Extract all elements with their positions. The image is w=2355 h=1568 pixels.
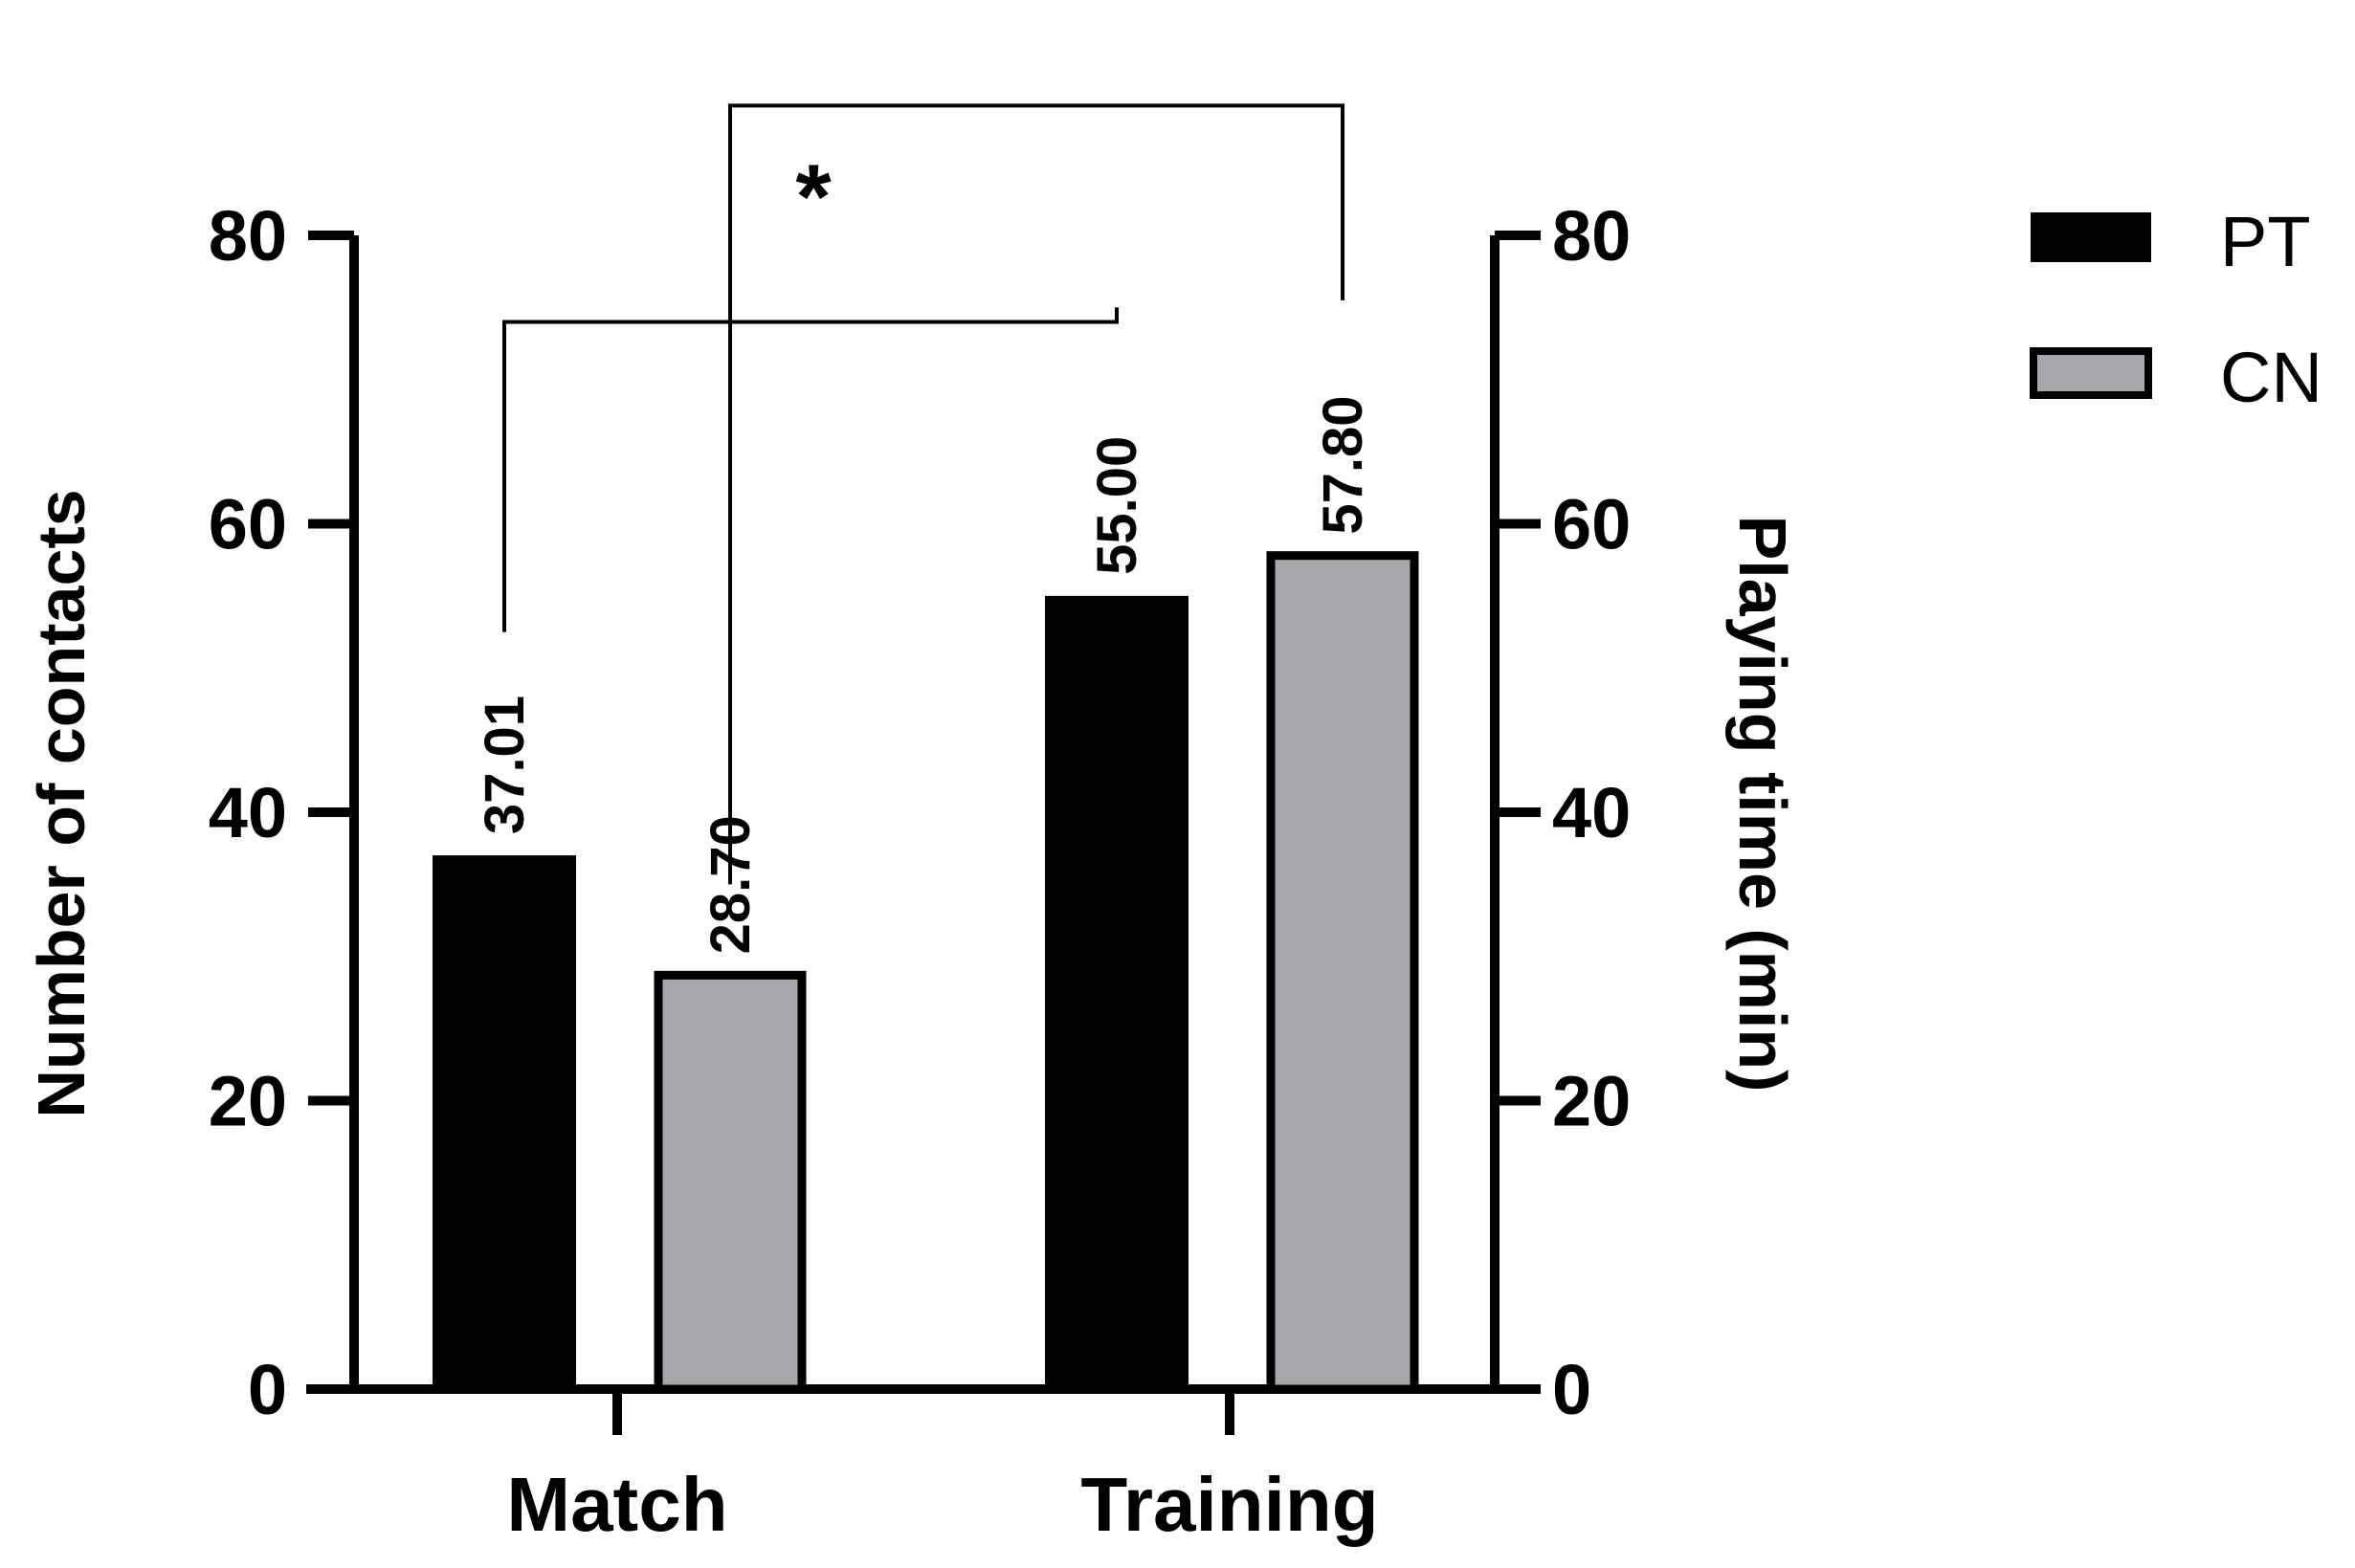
right-y-ticks: 0 20 40 60 80 xyxy=(1495,196,1631,1429)
significance-star: * xyxy=(1020,0,1056,46)
y-axis-title-left: Number of contacts xyxy=(24,489,99,1117)
category-label: Match xyxy=(506,1462,727,1547)
significance-star: * xyxy=(795,145,832,248)
legend-swatch-cn xyxy=(2030,347,2152,399)
y-tick-label-right: 80 xyxy=(1552,196,1631,276)
bar-cn-training xyxy=(1266,551,1419,1394)
legend-label-pt: PT xyxy=(2220,202,2311,281)
legend-swatch-pt xyxy=(2031,212,2151,262)
significance-bracket xyxy=(728,103,1344,885)
category-axis: Match Training xyxy=(506,1389,1379,1547)
y-tick-label-left: 20 xyxy=(209,1062,287,1141)
bars xyxy=(433,551,1419,1394)
bar-pt-match xyxy=(433,855,576,1389)
y-tick-label-right: 40 xyxy=(1552,773,1631,852)
left-y-ticks: 0 20 40 60 80 xyxy=(209,196,354,1429)
data-label: 57.80 xyxy=(1312,396,1374,535)
significance-bracket xyxy=(502,307,1119,632)
y-axis-title-right: Playing time (min) xyxy=(1725,516,1800,1093)
data-label: 37.01 xyxy=(474,696,536,834)
data-label: 55.00 xyxy=(1086,436,1148,575)
y-tick-label-left: 80 xyxy=(209,196,287,276)
y-tick-label-left: 60 xyxy=(209,485,287,564)
y-tick-label-right: 0 xyxy=(1552,1350,1591,1429)
bar-cn-match xyxy=(654,970,807,1394)
y-tick-label-right: 60 xyxy=(1552,485,1631,564)
bar-pt-training xyxy=(1045,595,1189,1389)
y-tick-label-right: 20 xyxy=(1552,1062,1631,1141)
y-tick-label-left: 0 xyxy=(248,1350,287,1429)
significance-brackets: ** xyxy=(502,0,1344,885)
category-label: Training xyxy=(1080,1462,1378,1547)
legend: PT CN xyxy=(2030,202,2322,417)
legend-label-cn: CN xyxy=(2220,338,2322,417)
y-tick-label-left: 40 xyxy=(209,773,287,852)
